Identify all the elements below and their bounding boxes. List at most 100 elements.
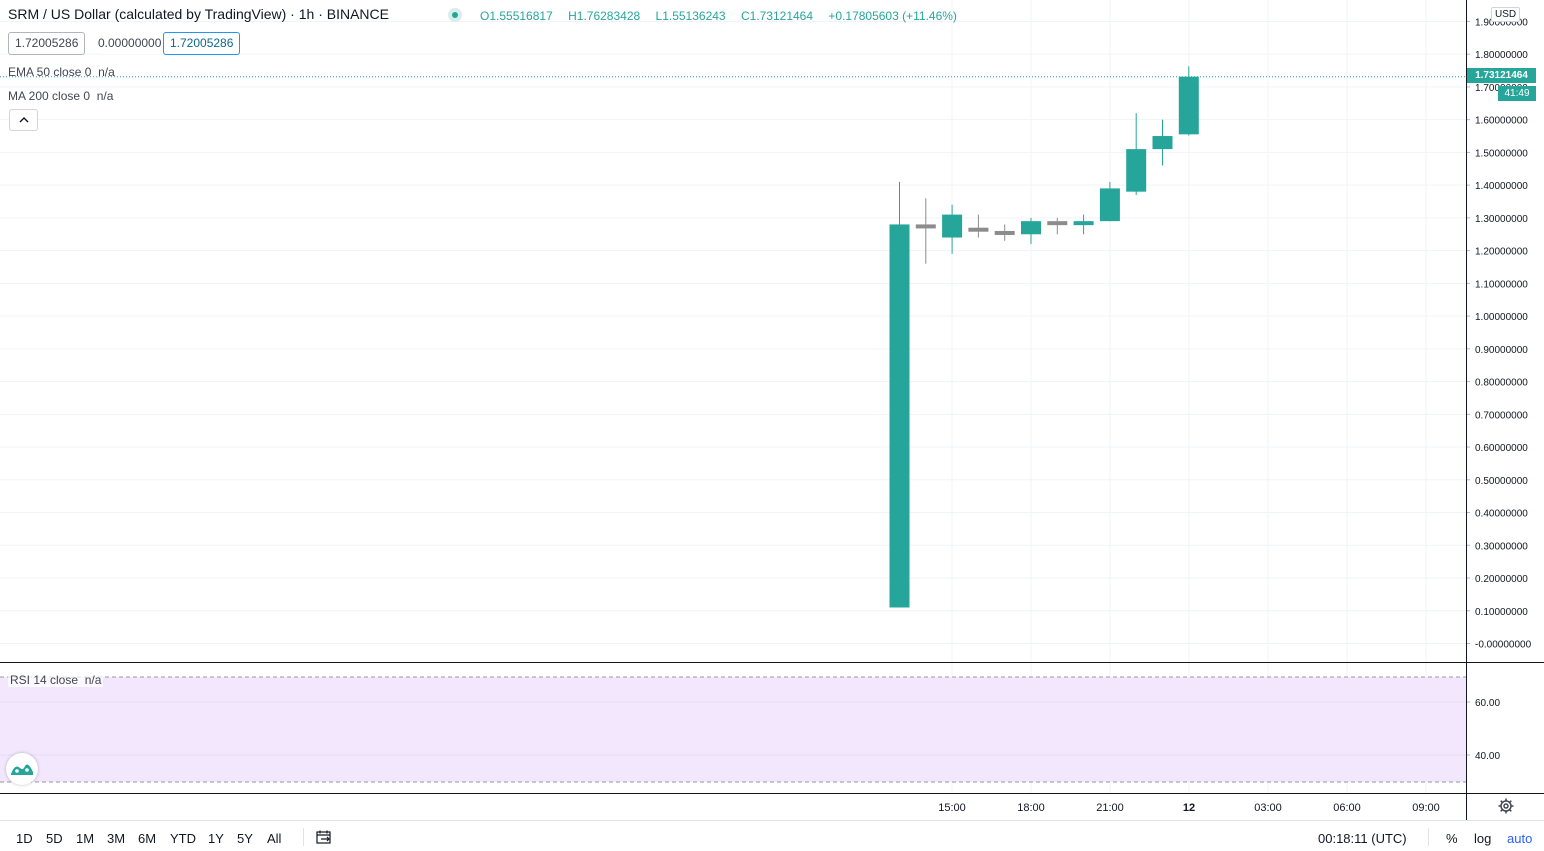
y-tick-label: 0.10000000 [1475,607,1528,618]
y-tick-label: 0.30000000 [1475,541,1528,552]
candle[interactable] [1047,217,1068,235]
range-1y-button[interactable]: 1Y [208,831,224,846]
candle[interactable] [889,181,910,608]
ema-study-value: n/a [98,65,115,79]
ma-study-label: MA 200 close 0 [8,89,91,103]
grid [0,0,1466,793]
range-5d-button[interactable]: 5D [46,831,63,846]
candle-body [1178,76,1199,135]
utc-clock[interactable]: 00:18:11 (UTC) [1318,831,1407,846]
candle-body [1152,136,1173,150]
go-to-date-calendar-icon[interactable] [316,830,332,844]
range-6m-button[interactable]: 6M [138,831,157,846]
candle[interactable] [915,198,936,264]
range-ytd-button[interactable]: YTD [170,831,196,846]
chevron-up-icon [19,117,28,123]
settings-gear-icon[interactable] [1498,798,1514,819]
rsi-band [0,677,1466,782]
candle-body [994,230,1015,235]
high-label: H [568,9,577,23]
high-value: 1.76283428 [576,9,641,23]
candle-body [1021,221,1041,235]
y-tick-label: 1.20000000 [1475,247,1528,258]
currency-badge[interactable]: USD [1491,7,1521,22]
y-tick-label: 0.40000000 [1475,509,1528,520]
candle[interactable] [1152,119,1173,166]
candle-body [1047,221,1068,226]
x-tick-label: 21:00 [1096,802,1124,814]
ma-study-value: n/a [96,89,114,103]
ema-study-legend[interactable]: EMA 50 close 0 n/a [8,65,115,79]
tradingview-logo-icon [11,764,33,775]
y-tick-label: 1.30000000 [1475,214,1528,225]
y-tick-label: 0.80000000 [1475,378,1528,389]
spread-value: 0.00000000 [98,33,162,54]
candle[interactable] [1178,66,1199,136]
toolbar-divider [1428,828,1429,846]
tradingview-logo[interactable] [6,753,38,785]
candle-body [1099,188,1120,222]
rsi-study-label: RSI 14 close [10,673,79,687]
range-all-button[interactable]: All [267,831,282,846]
candle[interactable] [1073,214,1094,235]
ma-study-legend[interactable]: MA 200 close 0 n/a [8,89,113,103]
y-tick-label: 0.60000000 [1475,443,1528,454]
close-value: 1.73121464 [749,9,814,23]
candle-body [942,214,963,238]
open-label: O [480,9,490,23]
close-label: C [740,9,750,23]
x-tick-label: 09:00 [1412,802,1440,814]
low-label: L [655,9,663,23]
candle-body [889,224,910,608]
rsi-study-value: n/a [84,673,102,687]
y-tick-label: 0.50000000 [1475,476,1528,487]
x-tick-label: 12 [1183,802,1195,814]
candles[interactable] [889,66,1199,608]
x-tick-label: 03:00 [1254,802,1282,814]
symbol-title[interactable]: SRM / US Dollar (calculated by TradingVi… [8,6,389,22]
percent-scale-toggle[interactable]: % [1446,831,1458,846]
candle-body [1126,149,1147,192]
toolbar-divider [303,828,304,846]
rsi-pane [0,676,1466,783]
candle[interactable] [1021,217,1041,245]
rsi-tick-label: 60.00 [1475,698,1500,709]
candle[interactable] [1126,113,1147,195]
y-tick-label: -0.00000000 [1475,640,1532,651]
y-tick-label: 0.70000000 [1475,410,1528,421]
candle-body [968,227,989,232]
y-tick-label: 1.40000000 [1475,181,1528,192]
ask-price-button[interactable]: 1.72005286 [163,32,241,55]
y-tick-label: 1.50000000 [1475,148,1528,159]
y-tick-label: 1.10000000 [1475,279,1528,290]
range-1m-button[interactable]: 1M [76,831,95,846]
y-tick-label: 0.90000000 [1475,345,1528,356]
auto-scale-toggle[interactable]: auto [1507,831,1533,846]
candle-body [1073,221,1094,226]
collapse-legend-button[interactable] [9,109,38,131]
y-tick-label: 1.00000000 [1475,312,1528,323]
ohlc-values: O1.55516817 H1.76283428 L1.55136243 C1.7… [480,9,963,23]
x-tick-label: 15:00 [938,802,966,814]
low-value: 1.55136243 [662,9,726,23]
range-1d-button[interactable]: 1D [16,831,33,846]
y-tick-label: 1.60000000 [1475,116,1528,127]
bid-price-button[interactable]: 1.72005286 [8,32,86,55]
market-status-icon[interactable] [448,8,462,22]
range-3m-button[interactable]: 3M [107,831,126,846]
y-tick-label: 0.20000000 [1475,574,1528,585]
log-scale-toggle[interactable]: log [1474,831,1492,846]
range-5y-button[interactable]: 5Y [237,831,253,846]
candle[interactable] [1099,181,1120,222]
rsi-study-legend[interactable]: RSI 14 close n/a [8,673,104,687]
rsi-tick-label: 40.00 [1475,751,1500,762]
change-value: +0.17805603 (+11.46%) [828,9,957,23]
candle[interactable] [994,224,1015,241]
bottom-toolbar: 1D 5D 1M 3M 6M YTD 1Y 5Y All 00:18:11 (U… [0,820,1544,851]
candle[interactable] [942,204,963,254]
x-tick-label: 18:00 [1017,802,1045,814]
x-tick-label: 06:00 [1333,802,1361,814]
bar-countdown: 41:49 [1498,86,1536,101]
candle[interactable] [968,214,989,238]
